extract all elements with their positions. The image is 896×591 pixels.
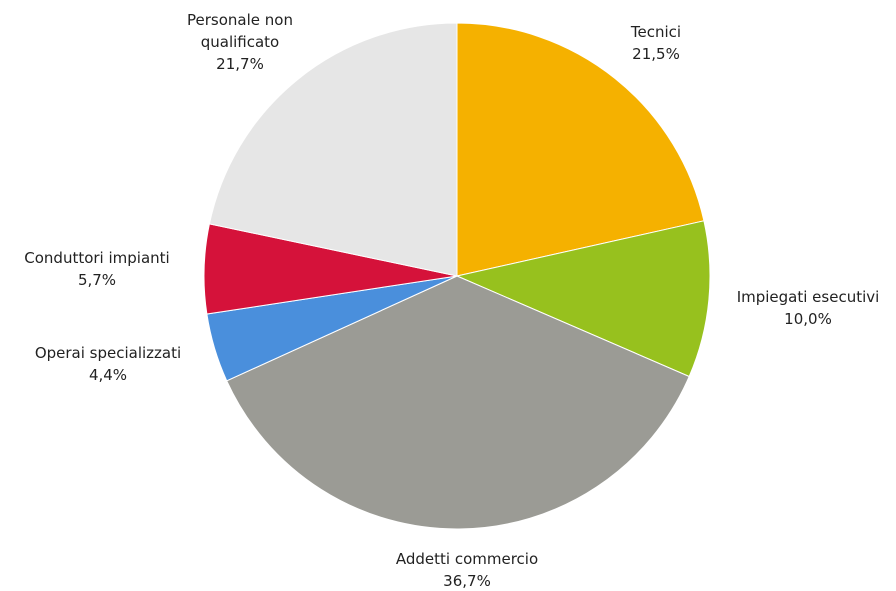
pie-slice-personale-non-qualificato [208,22,458,277]
pie-slice-impiegati-esecutivi [455,220,711,378]
slice-label-addetti-commercio: Addetti commercio 36,7% [396,550,538,590]
pie-slice-tecnici [456,22,705,277]
slice-name-label: qualificato [201,33,280,51]
pie-slices [203,22,711,530]
slice-value-label: 5,7% [78,271,116,289]
slice-label-personale-non-qualificato: Personale non qualificato 21,7% [187,11,293,73]
slice-name-label: Operai specializzati [35,344,181,362]
slice-name-label: Conduttori impianti [24,249,169,267]
slice-value-label: 10,0% [784,310,832,328]
slice-name-label: Addetti commercio [396,550,538,568]
slice-label-impiegati-esecutivi: Impiegati esecutivi 10,0% [737,288,880,328]
slice-name-label: Tecnici [630,23,681,41]
slice-label-operai-specializzati: Operai specializzati 4,4% [35,344,181,384]
pie-labels: Tecnici 21,5% Impiegati esecutivi 10,0% Adde… [24,11,879,590]
slice-value-label: 36,7% [443,572,491,590]
slice-value-label: 21,5% [632,45,680,63]
slice-name-label: Impiegati esecutivi [737,288,880,306]
slice-label-tecnici: Tecnici 21,5% [630,23,681,63]
slice-label-conduttori-impianti: Conduttori impianti 5,7% [24,249,169,289]
pie-slice-addetti-commercio [226,275,690,530]
slice-value-label: 21,7% [216,55,264,73]
slice-value-label: 4,4% [89,366,127,384]
slice-name-label: Personale non [187,11,293,29]
